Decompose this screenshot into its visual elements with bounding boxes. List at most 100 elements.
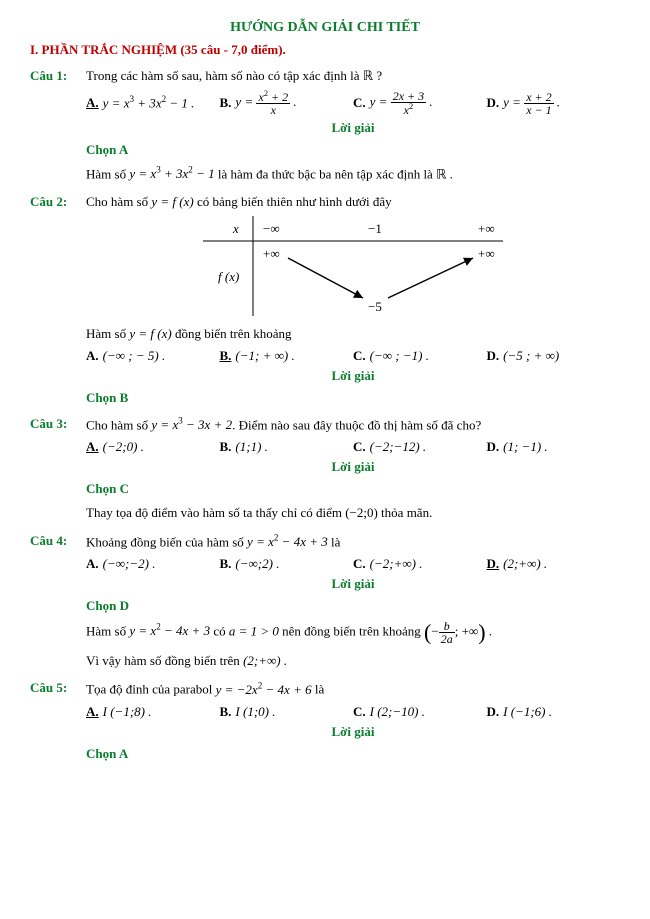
q3-optC-lbl: C. bbox=[353, 439, 366, 455]
real-symbol: ℝ bbox=[363, 68, 373, 83]
q5-loigiai: Lời giải bbox=[86, 724, 620, 740]
q2-variation-table: x f (x) −∞ −1 +∞ +∞ +∞ −5 bbox=[86, 216, 620, 320]
q3-optA-v: (−2;0) . bbox=[103, 439, 144, 455]
q2-text-b: có bảng biến thiên như hình dưới đây bbox=[194, 194, 392, 209]
q4-answer: Chọn D bbox=[86, 598, 620, 614]
section-text: I. PHẦN TRẮC NGHIỆM (35 câu - 7,0 điểm). bbox=[30, 42, 286, 57]
q2-text-f: y = f (x) bbox=[151, 194, 193, 209]
q2-l2-b: đồng biến trên khoảng bbox=[172, 326, 292, 341]
q3-optB: B. (1;1) . bbox=[220, 439, 354, 455]
q5-optA-v: I (−1;8) . bbox=[103, 704, 152, 720]
q1-optA: A. y = x3 + 3x2 − 1 . bbox=[86, 90, 220, 116]
q2-l2-a: Hàm số bbox=[86, 326, 129, 341]
q4-label: Câu 4: bbox=[30, 533, 86, 592]
q3-text: Cho hàm số y = x3 − 3x + 2. Điểm nào sau… bbox=[86, 416, 620, 433]
page-title: HƯỚNG DẪN GIẢI CHI TIẾT bbox=[30, 20, 620, 36]
q4-e1a: Hàm số bbox=[86, 623, 129, 638]
q4-optC-v: (−2;+∞) . bbox=[370, 556, 423, 572]
q2-label: Câu 2: bbox=[30, 194, 86, 384]
q4-e1b: có bbox=[210, 623, 229, 638]
q4-optA-lbl: A. bbox=[86, 556, 99, 572]
q5-text-b: là bbox=[312, 682, 325, 697]
q1-optB-math: y = x2 + 2x . bbox=[235, 90, 296, 116]
q1-text-b: ? bbox=[373, 68, 382, 83]
q2-optB: B. (−1; + ∞) . bbox=[220, 348, 354, 364]
q2-text-a: Cho hàm số bbox=[86, 194, 151, 209]
q1-optD-math: y = x + 2x − 1 . bbox=[503, 91, 560, 116]
question-5: Câu 5: Tọa độ đỉnh của parabol y = −2x2 … bbox=[30, 680, 620, 739]
q1-optC-lbl: C. bbox=[353, 95, 366, 111]
question-2: Câu 2: Cho hàm số y = f (x) có bảng biến… bbox=[30, 194, 620, 384]
q2-optD: D. (−5 ; + ∞) bbox=[487, 348, 621, 364]
q5-optA: A. I (−1;8) . bbox=[86, 704, 220, 720]
q5-optB-v: I (1;0) . bbox=[235, 704, 275, 720]
q1-optB-lbl: B. bbox=[220, 95, 232, 111]
question-3: Câu 3: Cho hàm số y = x3 − 3x + 2. Điểm … bbox=[30, 416, 620, 475]
real-symbol-2: ℝ bbox=[436, 166, 446, 181]
q4-loigiai: Lời giải bbox=[86, 576, 620, 592]
q5-optD-v: I (−1;6) . bbox=[503, 704, 552, 720]
q5-text-a: Tọa độ đỉnh của parabol bbox=[86, 682, 216, 697]
q2-optC: C. (−∞ ; −1) . bbox=[353, 348, 487, 364]
q3-optB-v: (1;1) . bbox=[235, 439, 268, 455]
q5-optD-lbl: D. bbox=[487, 704, 500, 720]
q1-expl-b: là hàm đa thức bậc ba nên tập xác định l… bbox=[215, 166, 436, 181]
q4-text: Khoảng đồng biến của hàm số y = x2 − 4x … bbox=[86, 533, 620, 550]
q4-e1d: nên đồng biến trên khoảng bbox=[279, 623, 424, 638]
q1-optB: B. y = x2 + 2x . bbox=[220, 90, 354, 116]
q1-optD: D. y = x + 2x − 1 . bbox=[487, 90, 621, 116]
q2-line2: Hàm số y = f (x) đồng biến trên khoảng bbox=[86, 326, 620, 342]
q1-expl-a: Hàm số bbox=[86, 166, 129, 181]
q4-e1p: ; +∞ bbox=[455, 623, 478, 638]
q2-text: Cho hàm số y = f (x) có bảng biến thiên … bbox=[86, 194, 620, 210]
q1-optA-math: y = x3 + 3x2 − 1 . bbox=[103, 94, 195, 111]
q3-text-a: Cho hàm số bbox=[86, 417, 151, 432]
q1-expl-c: . bbox=[446, 166, 453, 181]
q2-optD-v: (−5 ; + ∞) bbox=[503, 348, 559, 364]
q2-optD-lbl: D. bbox=[487, 348, 500, 364]
q4-text-a: Khoảng đồng biến của hàm số bbox=[86, 534, 247, 549]
svg-text:f (x): f (x) bbox=[218, 269, 239, 284]
q5-text: Tọa độ đỉnh của parabol y = −2x2 − 4x + … bbox=[86, 680, 620, 697]
q3-optD-lbl: D. bbox=[487, 439, 500, 455]
q3-options: A. (−2;0) . B. (1;1) . C. (−2;−12) . D. … bbox=[86, 439, 620, 455]
q4-optD-v: (2;+∞) . bbox=[503, 556, 547, 572]
svg-text:+∞: +∞ bbox=[478, 221, 495, 236]
q1-answer: Chọn A bbox=[86, 142, 620, 158]
q2-optC-v: (−∞ ; −1) . bbox=[370, 348, 429, 364]
q1-optC-math: y = 2x + 3x2 . bbox=[370, 90, 433, 116]
q5-optC-v: I (2;−10) . bbox=[370, 704, 425, 720]
q4-optB-lbl: B. bbox=[220, 556, 232, 572]
q1-optA-lbl: A. bbox=[86, 95, 99, 111]
q3-explanation: Thay tọa độ điểm vào hàm số ta thấy chỉ … bbox=[86, 503, 620, 523]
q5-label: Câu 5: bbox=[30, 680, 86, 739]
q3-text-b: . Điểm nào sau đây thuộc đồ thị hàm số đ… bbox=[232, 417, 481, 432]
q1-label: Câu 1: bbox=[30, 68, 86, 136]
q2-loigiai: Lời giải bbox=[86, 368, 620, 384]
q4-optC-lbl: C. bbox=[353, 556, 366, 572]
q2-optA-lbl: A. bbox=[86, 348, 99, 364]
q4-e1f: y = x2 − 4x + 3 bbox=[129, 623, 210, 638]
q4-optB-v: (−∞;2) . bbox=[235, 556, 279, 572]
q5-answer: Chọn A bbox=[86, 746, 620, 762]
q5-optC-lbl: C. bbox=[353, 704, 366, 720]
q3-optD-v: (1; −1) . bbox=[503, 439, 548, 455]
q1-loigiai: Lời giải bbox=[86, 120, 620, 136]
q1-expl-f: y = x3 + 3x2 − 1 bbox=[129, 166, 214, 181]
q4-e1c: a = 1 > 0 bbox=[229, 623, 279, 638]
q2-optB-lbl: B. bbox=[220, 348, 232, 364]
q5-optD: D. I (−1;6) . bbox=[487, 704, 621, 720]
q3-text-f: y = x3 − 3x + 2 bbox=[151, 417, 232, 432]
q3-optD: D. (1; −1) . bbox=[487, 439, 621, 455]
q2-optA-v: (−∞ ; − 5) . bbox=[103, 348, 166, 364]
svg-text:−1: −1 bbox=[368, 221, 382, 236]
q3-label: Câu 3: bbox=[30, 416, 86, 475]
svg-text:−5: −5 bbox=[368, 299, 382, 314]
svg-text:−∞: −∞ bbox=[263, 221, 280, 236]
q3-loigiai: Lời giải bbox=[86, 459, 620, 475]
q5-text-f: y = −2x2 − 4x + 6 bbox=[216, 682, 312, 697]
q5-options: A. I (−1;8) . B. I (1;0) . C. I (2;−10) … bbox=[86, 704, 620, 720]
q1-text: Trong các hàm số sau, hàm số nào có tập … bbox=[86, 68, 620, 84]
question-4: Câu 4: Khoảng đồng biến của hàm số y = x… bbox=[30, 533, 620, 592]
q4-optB: B. (−∞;2) . bbox=[220, 556, 354, 572]
